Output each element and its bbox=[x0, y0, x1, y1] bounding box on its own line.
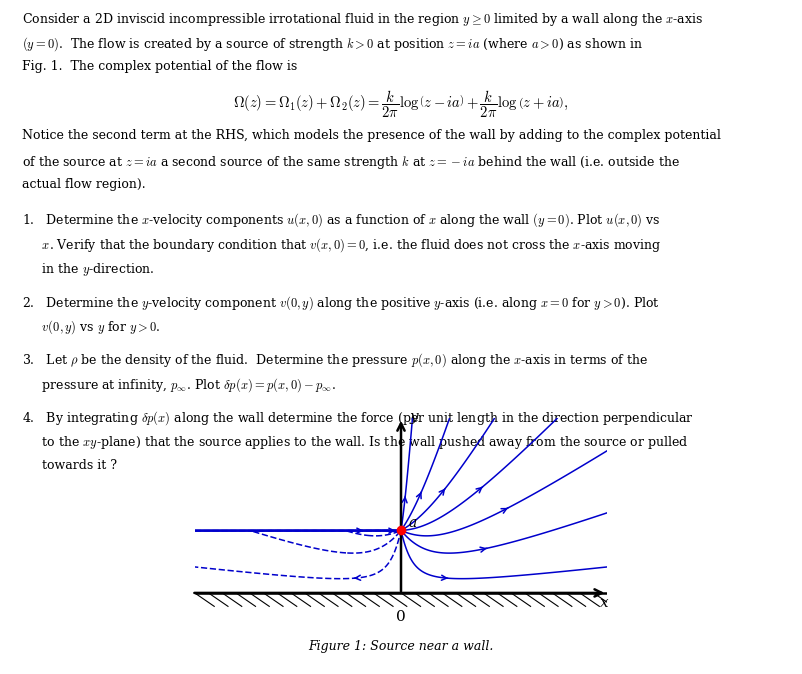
Text: Consider a 2D inviscid incompressible irrotational fluid in the region $y \geq 0: Consider a 2D inviscid incompressible ir… bbox=[22, 11, 703, 28]
Text: y: y bbox=[409, 410, 418, 424]
Text: in the $y$-direction.: in the $y$-direction. bbox=[22, 261, 155, 278]
Text: $v(0, y)$ vs $y$ for $y > 0$.: $v(0, y)$ vs $y$ for $y > 0$. bbox=[22, 319, 161, 336]
Point bbox=[395, 588, 407, 599]
Text: $\Omega(z) = \Omega_1(z) + \Omega_2(z) = \dfrac{k}{2\pi} \log\left(z - ia\right): $\Omega(z) = \Omega_1(z) + \Omega_2(z) =… bbox=[233, 89, 569, 120]
Point bbox=[395, 588, 407, 599]
Point bbox=[395, 588, 407, 599]
Text: Notice the second term at the RHS, which models the presence of the wall by addi: Notice the second term at the RHS, which… bbox=[22, 129, 721, 142]
Text: Figure 1: Source near a wall.: Figure 1: Source near a wall. bbox=[308, 640, 494, 653]
Text: $(y = 0)$.  The flow is created by a source of strength $k > 0$ at position $z =: $(y = 0)$. The flow is created by a sour… bbox=[22, 35, 643, 53]
Point bbox=[395, 588, 407, 599]
Text: 0: 0 bbox=[396, 610, 406, 624]
Text: towards it ?: towards it ? bbox=[22, 458, 117, 472]
Text: $x$. Verify that the boundary condition that $v(x, 0) = 0$, i.e. the fluid does : $x$. Verify that the boundary condition … bbox=[22, 236, 662, 254]
Text: Fig. 1.  The complex potential of the flow is: Fig. 1. The complex potential of the flo… bbox=[22, 60, 298, 73]
Point bbox=[395, 588, 407, 599]
Point bbox=[395, 588, 407, 599]
Text: x: x bbox=[600, 596, 609, 610]
Text: a: a bbox=[408, 516, 417, 530]
Point bbox=[395, 588, 407, 599]
Point bbox=[395, 588, 407, 599]
Point bbox=[395, 588, 407, 599]
Text: 2.   Determine the $y$-velocity component $v(0, y)$ along the positive $y$-axis : 2. Determine the $y$-velocity component … bbox=[22, 294, 660, 311]
Text: to the $xy$-plane) that the source applies to the wall. Is the wall pushed away : to the $xy$-plane) that the source appli… bbox=[22, 434, 689, 451]
Point bbox=[395, 588, 407, 599]
Text: 1.   Determine the $x$-velocity components $u(x, 0)$ as a function of $x$ along : 1. Determine the $x$-velocity components… bbox=[22, 212, 661, 229]
Text: 4.   By integrating $\delta p(x)$ along the wall determine the force (per unit l: 4. By integrating $\delta p(x)$ along th… bbox=[22, 409, 695, 427]
Text: pressure at infinity, $p_\infty$. Plot $\delta p(x) = p(x, 0) - p_\infty$.: pressure at infinity, $p_\infty$. Plot $… bbox=[22, 376, 336, 394]
Text: 3.   Let $\rho$ be the density of the fluid.  Determine the pressure $p(x, 0)$ a: 3. Let $\rho$ be the density of the flui… bbox=[22, 352, 649, 369]
Point bbox=[395, 588, 407, 599]
Text: actual flow region).: actual flow region). bbox=[22, 179, 146, 191]
Point bbox=[395, 588, 407, 599]
Point bbox=[395, 588, 407, 599]
Text: of the source at $z = ia$ a second source of the same strength $k$ at $z = -ia$ : of the source at $z = ia$ a second sourc… bbox=[22, 154, 681, 171]
Point bbox=[395, 588, 407, 599]
